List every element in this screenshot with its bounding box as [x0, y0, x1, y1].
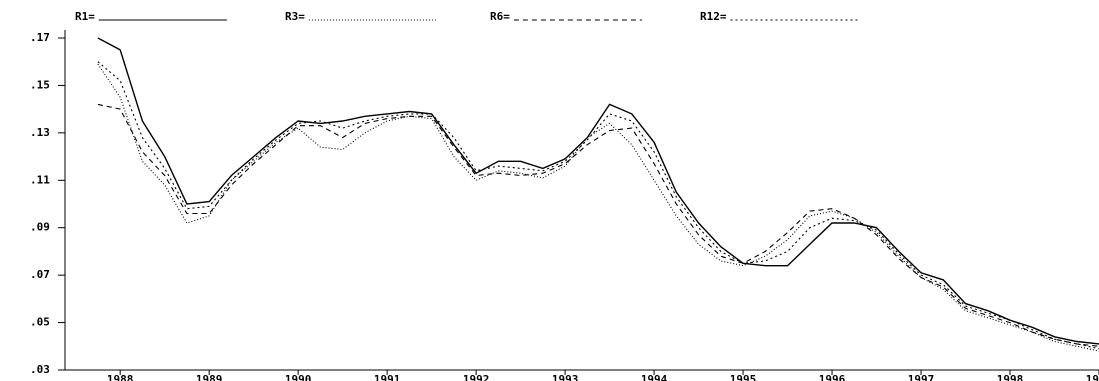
legend-label: R12= [700, 10, 727, 23]
series-line [97, 37, 1099, 345]
series-line [97, 61, 1099, 350]
y-tick-label: .05 [30, 316, 50, 329]
x-tick-label: 1997 [908, 373, 935, 381]
x-tick-label: 1990 [285, 373, 312, 381]
x-tick-label: 1998 [997, 373, 1024, 381]
x-tick-label: 1994 [641, 373, 668, 381]
legend-label: R1= [75, 10, 95, 23]
y-tick-label: .03 [30, 363, 50, 376]
x-tick-label: 1988 [107, 373, 134, 381]
x-tick-label: 1995 [730, 373, 757, 381]
y-tick-label: .17 [30, 31, 50, 44]
x-tick-label: 1993 [552, 373, 579, 381]
y-tick-label: .09 [30, 221, 50, 234]
y-tick-label: .11 [30, 173, 50, 186]
x-tick-label: 1991 [374, 373, 401, 381]
legend-label: R3= [285, 10, 305, 23]
x-tick-label: 1996 [819, 373, 846, 381]
y-tick-label: .07 [30, 268, 50, 281]
x-tick-label: 1992 [463, 373, 490, 381]
series-line [97, 103, 1099, 347]
y-tick-label: .13 [30, 126, 50, 139]
y-tick-label: .15 [30, 78, 50, 91]
series-line [97, 63, 1099, 352]
x-tick-label: 1989 [196, 373, 223, 381]
legend-label: R6= [490, 10, 510, 23]
x-tick-label: 1999 [1086, 373, 1099, 381]
